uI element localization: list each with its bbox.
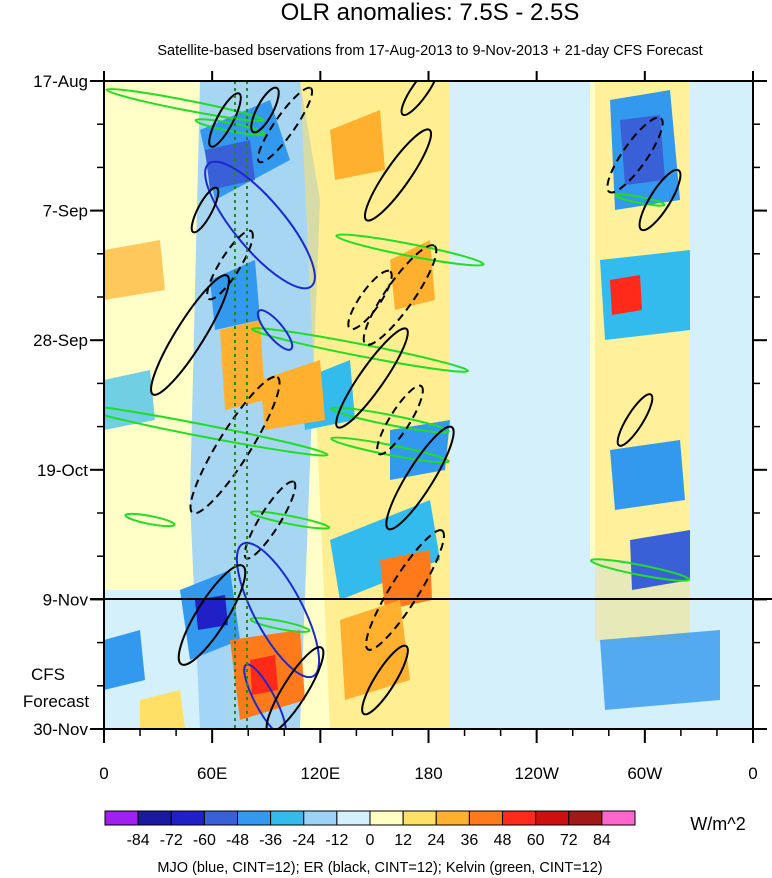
chart-subtitle: Satellite-based bservations from 17-Aug-… (157, 43, 702, 59)
colorbar-label: 0 (366, 832, 375, 849)
y-tick-label: 19-Oct (37, 461, 88, 480)
colorbar-swatch (104, 810, 139, 826)
colorbar-label: -12 (325, 832, 348, 849)
colorbar-swatch (336, 810, 371, 826)
x-tick-label: 60E (197, 764, 227, 783)
colorbar-label: 36 (460, 832, 478, 849)
x-tick-label: 180 (414, 764, 442, 783)
colorbar-swatch (137, 810, 172, 826)
colorbar-swatch (303, 810, 338, 826)
y-tick-label: 28-Sep (33, 331, 88, 350)
y-tick-label: 9-Nov (43, 590, 89, 609)
y-tick-label: 17-Aug (33, 72, 88, 91)
colorbar-swatch (170, 810, 205, 826)
colorbar-label: 48 (494, 832, 512, 849)
x-axis: 0 60E 120E 180 120W 60W 0 (99, 71, 758, 783)
y-tick-label: 30-Nov (33, 720, 88, 739)
colorbar-label: 60 (527, 832, 545, 849)
x-tick-label: 0 (748, 764, 757, 783)
colorbar-label: -84 (127, 832, 150, 849)
y-axis: 17-Aug 7-Sep 28-Sep 19-Oct 9-Nov 30-Nov (33, 72, 767, 739)
colorbar-swatch (502, 810, 537, 826)
colorbar-swatch (601, 810, 636, 826)
anomaly-field (104, 81, 753, 729)
colorbar-label: -36 (259, 832, 282, 849)
colorbar-label: -60 (193, 832, 216, 849)
colorbar: -84 -72 -60 -48 -36 -24 -12 0 12 24 36 48 60 72 84 (104, 810, 636, 849)
colorbar-swatch (203, 810, 238, 826)
colorbar-swatch (568, 810, 603, 826)
forecast-label-line2: Forecast (23, 692, 89, 711)
chart-title: OLR anomalies: 7.5S - 2.5S (281, 0, 580, 26)
colorbar-swatch (270, 810, 305, 826)
colorbar-swatch (435, 810, 470, 826)
colorbar-units: W/m^2 (690, 814, 745, 834)
colorbar-swatch (237, 810, 272, 826)
x-tick-label: 120E (300, 764, 340, 783)
colorbar-swatch (468, 810, 503, 826)
colorbar-label: 84 (593, 832, 611, 849)
colorbar-label: -24 (292, 832, 315, 849)
colorbar-swatch (402, 810, 437, 826)
colorbar-label: 12 (394, 832, 412, 849)
forecast-label-line1: CFS (31, 665, 65, 684)
colorbar-swatch (369, 810, 404, 826)
x-tick-label: 120W (514, 764, 558, 783)
y-tick-label: 7-Sep (43, 202, 88, 221)
colorbar-label: 72 (560, 832, 578, 849)
x-tick-label: 0 (99, 764, 108, 783)
colorbar-label: 24 (427, 832, 445, 849)
colorbar-label: -72 (160, 832, 183, 849)
footer-legend: MJO (blue, CINT=12); ER (black, CINT=12)… (157, 860, 602, 876)
colorbar-swatch (535, 810, 570, 826)
colorbar-label: -48 (226, 832, 249, 849)
x-tick-label: 60W (627, 764, 662, 783)
